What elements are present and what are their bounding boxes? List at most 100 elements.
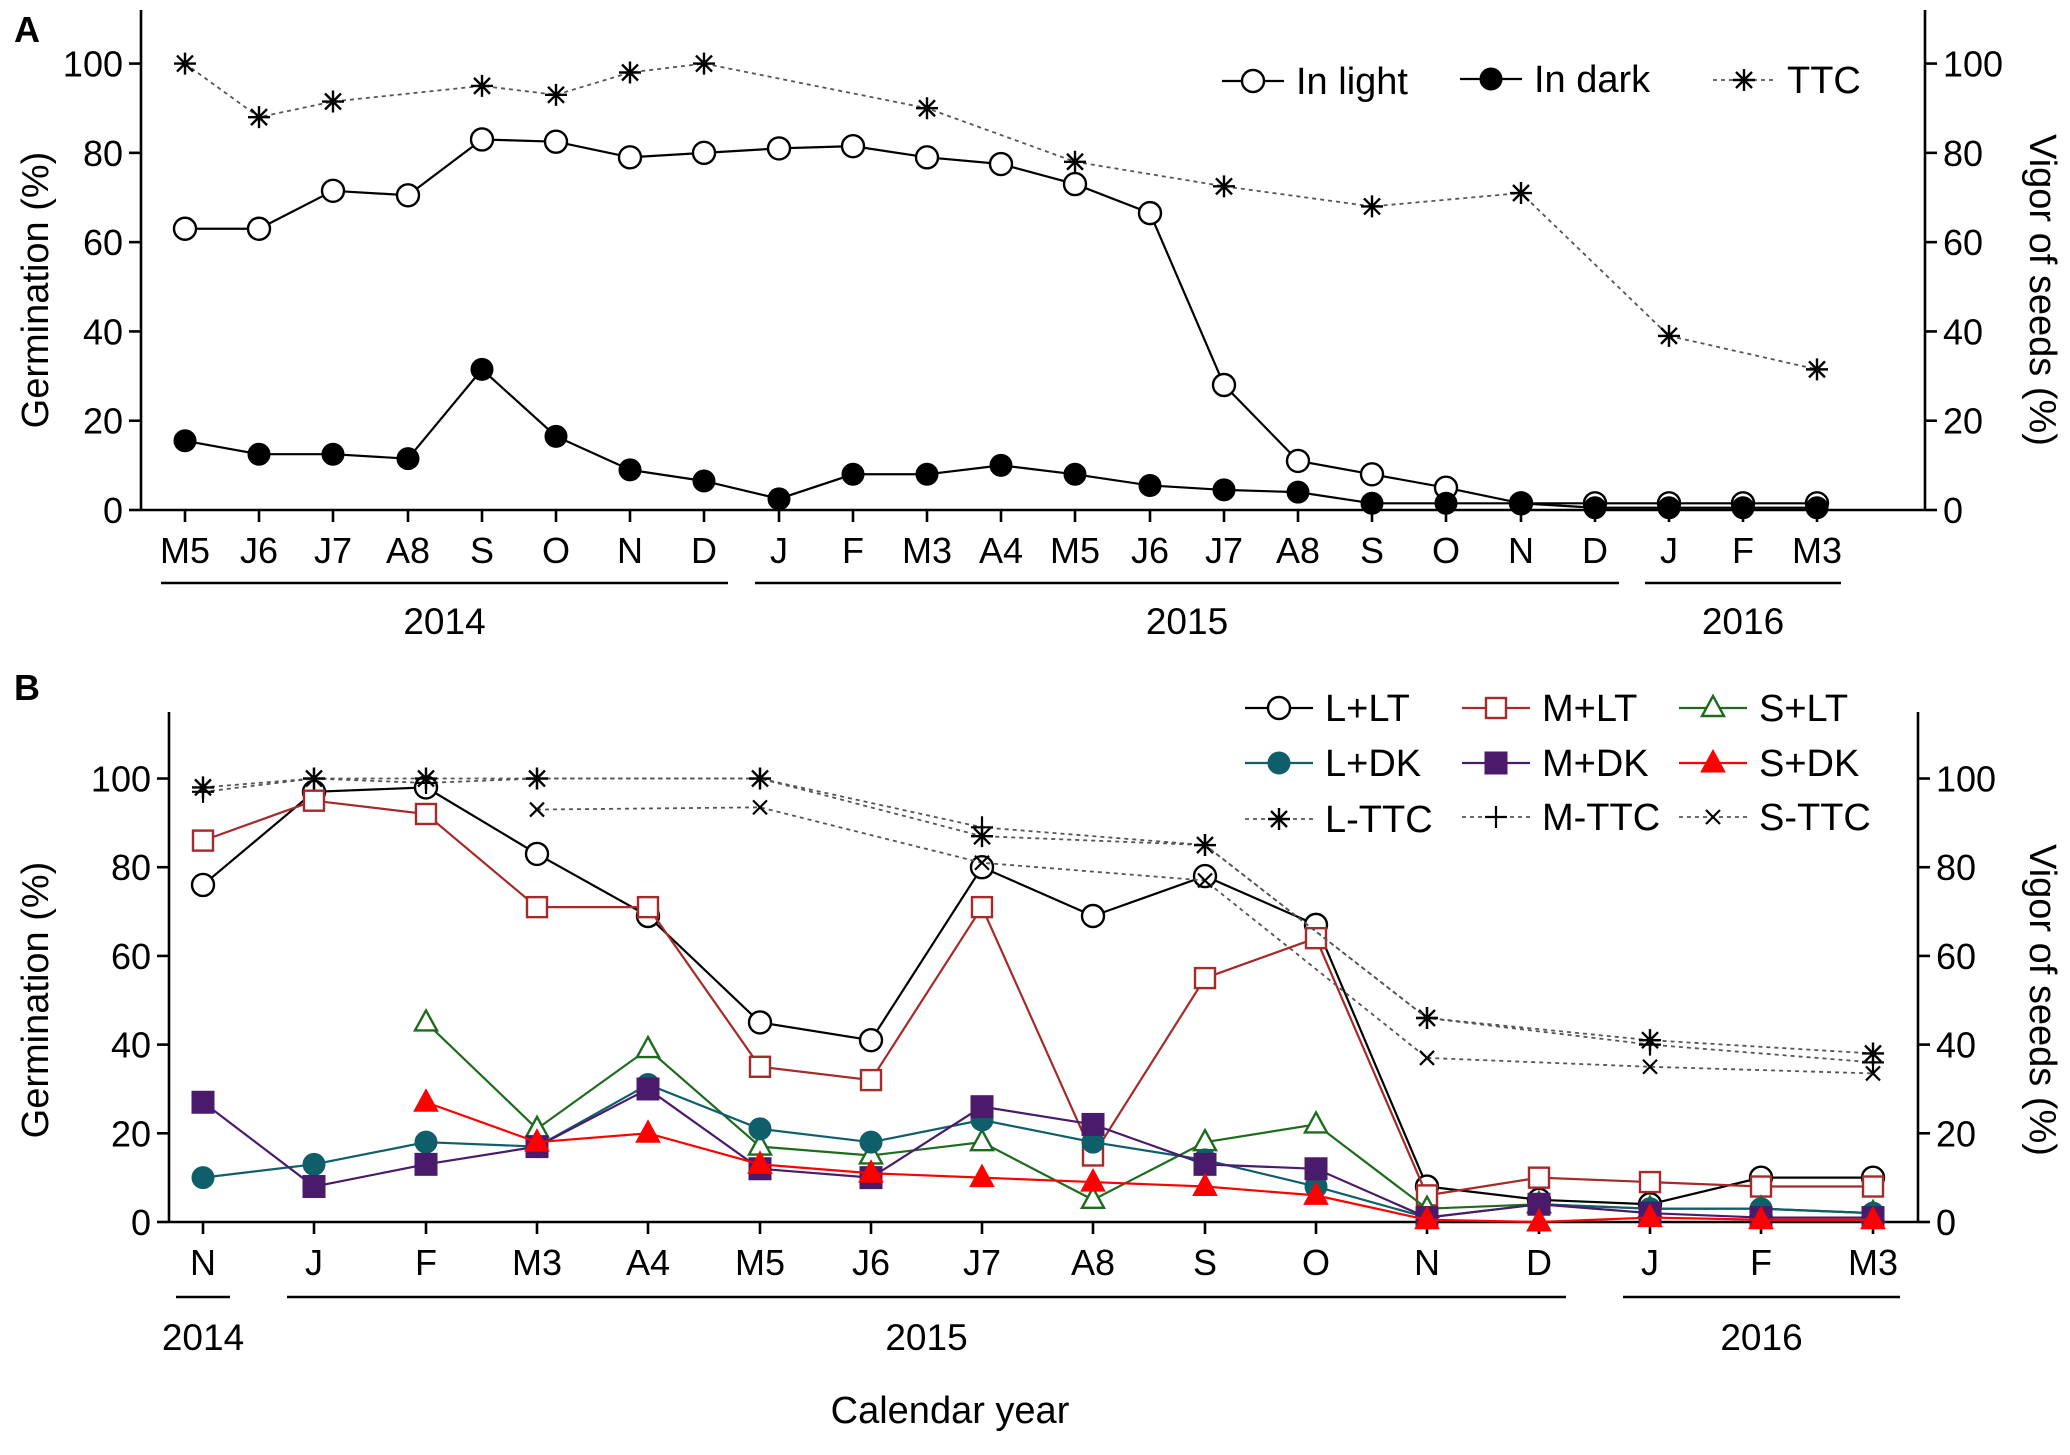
legend-item-m-dk: M+DK (1462, 743, 1649, 785)
y-tick-label-right: 80 (1943, 133, 1983, 174)
legend-marker (1484, 696, 1508, 720)
series-l-lt (190, 775, 1886, 1217)
data-point (302, 789, 326, 812)
data-point (1079, 1185, 1107, 1210)
legend-label: L+LT (1325, 688, 1410, 730)
data-point (302, 1152, 326, 1176)
y-tick-label-left: 100 (91, 759, 151, 800)
data-point (1434, 491, 1458, 515)
data-point (974, 855, 990, 871)
x-tick-label: J (305, 1242, 323, 1283)
x-tick-label: A4 (626, 1242, 670, 1283)
x-tick-label: F (415, 1242, 437, 1283)
year-group-label: 2014 (162, 1317, 244, 1358)
legend-label: L+DK (1325, 743, 1421, 785)
y-tick-label-left: 80 (111, 847, 151, 888)
x-tick-label: N (1508, 530, 1534, 571)
data-point (766, 136, 792, 161)
data-point (1285, 448, 1311, 474)
x-tick-label: J (1660, 530, 1678, 571)
data-point (1212, 478, 1236, 502)
series-m-dk (191, 1077, 1885, 1230)
y-tick-label-left: 0 (103, 490, 123, 531)
legend-marker (1699, 693, 1727, 718)
data-point (989, 453, 1013, 477)
data-point (988, 151, 1014, 177)
legend-marker (1267, 751, 1291, 775)
data-point (1658, 324, 1680, 347)
y-tick-label-left: 100 (63, 44, 123, 85)
series-l-dk (191, 1073, 1885, 1230)
data-point (413, 1088, 439, 1112)
x-tick-label: M5 (160, 530, 210, 571)
x-tick-label: S (470, 530, 494, 571)
series-line (184, 62, 1818, 371)
legend-item-l-dk: L+DK (1245, 743, 1421, 785)
data-point (915, 462, 939, 486)
panel-a-series (172, 52, 1830, 520)
data-point (1806, 358, 1828, 381)
data-point (752, 799, 768, 816)
series-m-lt (191, 789, 1885, 1207)
data-point (524, 841, 550, 867)
x-tick-label: O (542, 530, 570, 571)
legend-item-s-ttc: S-TTC (1679, 797, 1871, 839)
panel-b: B Germination (%) Vigor of seeds (%) 0 0 2… (14, 667, 2063, 1432)
data-point (1862, 1051, 1884, 1074)
year-group-label: 2014 (403, 601, 485, 642)
data-point (968, 1127, 996, 1152)
data-point (1211, 372, 1237, 398)
data-point (859, 1130, 883, 1154)
data-point (414, 1130, 438, 1154)
data-point (1080, 1168, 1106, 1192)
series-line (202, 777, 1874, 1064)
data-point (636, 1077, 660, 1101)
data-point (767, 487, 791, 511)
y-tick-label-right: 60 (1936, 936, 1976, 977)
legend-marker (1700, 748, 1726, 773)
legend-item-s-lt: S+LT (1679, 688, 1848, 730)
data-point (1194, 834, 1216, 857)
x-tick-label: D (691, 530, 717, 571)
panel-a-y-ticks: 0 0 20 20 40 40 60 60 80 80 100 100 (63, 44, 2003, 531)
data-point (469, 127, 495, 152)
legend-marker (1268, 808, 1290, 830)
y-tick-label-right: 100 (1936, 759, 1996, 800)
legend-item-l-lt: L+LT (1245, 688, 1410, 730)
data-point (525, 895, 549, 919)
data-point (524, 1128, 550, 1152)
data-point (1865, 1065, 1881, 1082)
panel-a-y-title-right: Vigor of seeds (%) (2021, 134, 2063, 446)
data-point (1304, 926, 1328, 950)
data-point (1213, 175, 1235, 198)
data-point (971, 816, 993, 839)
series-line (184, 367, 1817, 509)
x-tick-label: M5 (1050, 530, 1100, 571)
data-point (1805, 496, 1829, 520)
panel-b-y-ticks: 0 0 20 20 40 40 60 60 80 80 100 100 (91, 759, 1996, 1243)
series-line (202, 799, 1873, 1197)
y-tick-label-left: 40 (111, 1025, 151, 1066)
data-point (969, 1163, 995, 1188)
x-tick-label: N (190, 1242, 216, 1283)
y-tick-label-right: 40 (1943, 311, 1983, 352)
legend-label: TTC (1787, 60, 1861, 102)
x-tick-label: J7 (314, 530, 352, 571)
x-tick-label: F (1732, 530, 1754, 571)
data-point (415, 771, 437, 794)
series-line (202, 786, 1873, 1206)
x-tick-label: F (1750, 1242, 1772, 1283)
data-point (748, 1055, 772, 1078)
data-point (303, 767, 325, 790)
panel-b-year-groups: 2014 2015 2016 (162, 1295, 1900, 1358)
data-point (1416, 1007, 1438, 1029)
y-tick-label-right: 0 (1936, 1202, 1956, 1243)
data-point (174, 52, 196, 75)
data-point (1192, 1172, 1218, 1197)
data-point (748, 1117, 772, 1141)
x-tick-label: J7 (1205, 530, 1243, 571)
data-point (635, 1119, 661, 1143)
y-tick-label-left: 20 (111, 1113, 151, 1154)
data-point (1062, 171, 1088, 197)
